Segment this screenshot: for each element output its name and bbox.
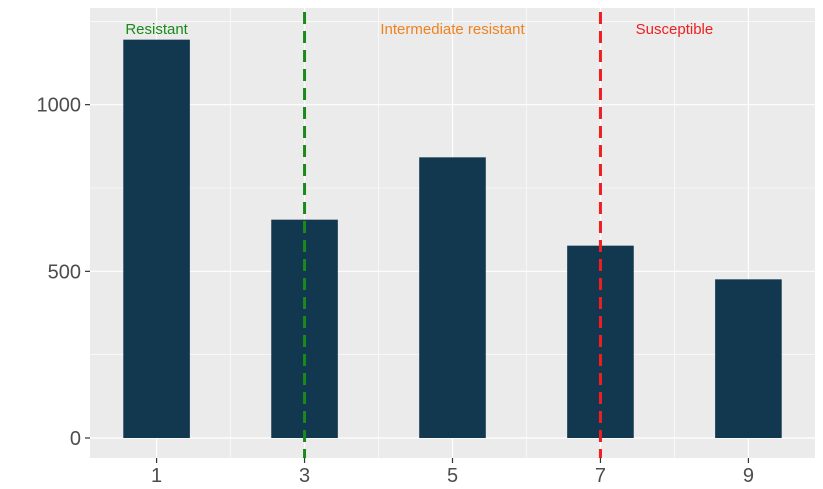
y-tick-label: 0 (70, 428, 81, 450)
y-tick-label: 500 (48, 261, 81, 283)
y-tick-label: 1000 (37, 95, 82, 117)
x-axis: 1 3 5 7 9 (151, 458, 754, 487)
x-tick-label: 7 (595, 465, 606, 487)
bar-9 (715, 279, 782, 438)
bar-1 (123, 39, 190, 439)
annotation-label: Resistant (125, 21, 188, 38)
threshold-lines (303, 12, 602, 458)
bar-5 (419, 157, 486, 439)
x-tick-label: 1 (151, 465, 162, 487)
bar-3 (271, 219, 338, 438)
annotation-label: Susceptible (636, 21, 714, 38)
region-annotations: Resistant Intermediate resistant Susceptib… (125, 21, 713, 38)
x-tick-label: 5 (447, 465, 458, 487)
y-axis: 0 500 1000 (37, 95, 90, 450)
annotation-label: Intermediate resistant (380, 21, 525, 38)
x-tick-label: 3 (299, 465, 310, 487)
x-tick-label: 9 (743, 465, 754, 487)
